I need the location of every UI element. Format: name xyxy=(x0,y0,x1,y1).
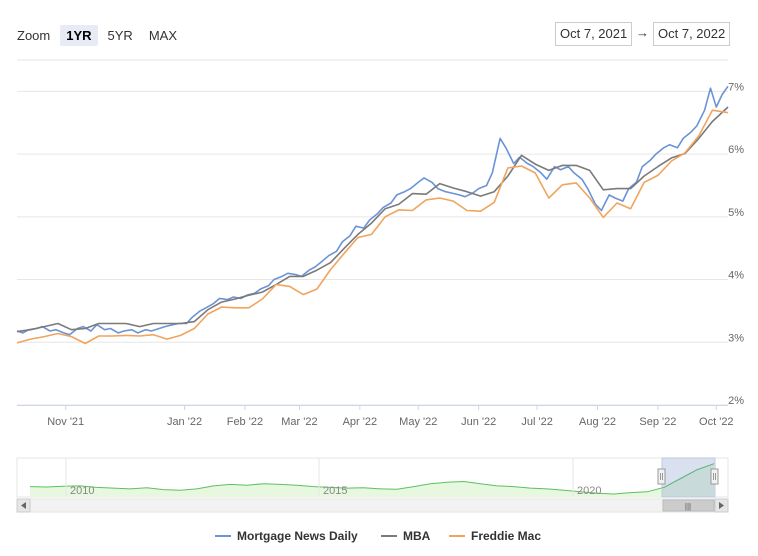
zoom-controls: Zoom 1YR 5YR MAX xyxy=(17,24,183,46)
date-range: Oct 7, 2021 → Oct 7, 2022 xyxy=(0,22,758,46)
zoom-5yr-button[interactable]: 5YR xyxy=(107,27,133,43)
legend-item-mba[interactable]: MBA xyxy=(381,529,431,543)
zoom-max-button[interactable]: MAX xyxy=(148,27,177,43)
range-arrow: → xyxy=(636,25,649,40)
range-to-input[interactable]: Oct 7, 2022 xyxy=(653,22,731,46)
legend-label-mba: MBA xyxy=(403,529,431,543)
legend-label-mnd: Mortgage News Daily xyxy=(237,529,358,543)
range-from-input[interactable]: Oct 7, 2021 xyxy=(555,22,633,46)
legend-item-freddie-mac[interactable]: Freddie Mac xyxy=(449,529,541,543)
zoom-label: Zoom xyxy=(17,27,51,43)
zoom-1yr-button[interactable]: 1YR xyxy=(60,24,98,46)
legend-label-freddie: Freddie Mac xyxy=(471,529,541,543)
legend-item-mortgage-news-daily[interactable]: Mortgage News Daily xyxy=(215,529,358,543)
